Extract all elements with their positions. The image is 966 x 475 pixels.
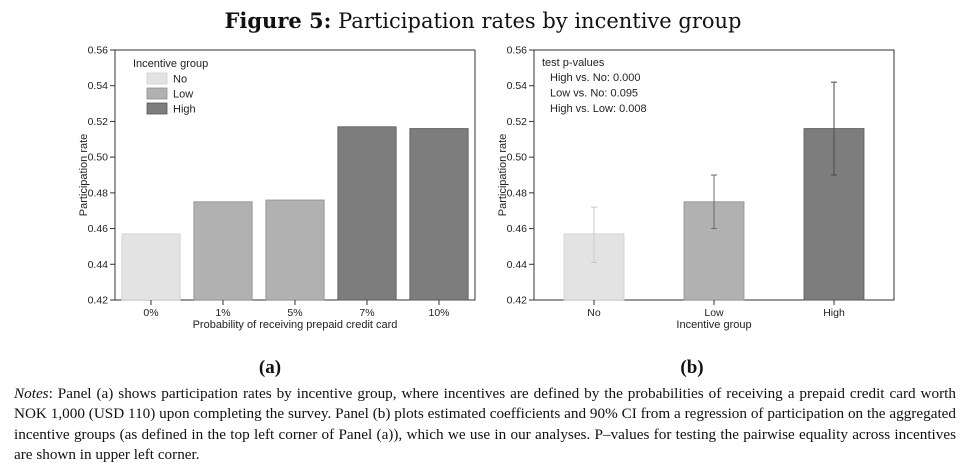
y-tick-label: 0.42 (88, 295, 109, 307)
x-axis-label: Incentive group (676, 319, 751, 331)
bar-1pct (193, 201, 253, 301)
panel-b-label: (b) (680, 357, 704, 378)
y-tick-label: 0.48 (88, 187, 109, 199)
annotation-pvalue-line: Low vs. No: 0.095 (550, 88, 638, 100)
y-tick-label: 0.56 (88, 45, 109, 57)
legend-box (126, 54, 236, 117)
chart-panel-b: 0.42 0.44 0.46 0.48 0.50 0.52 0.54 0.56 No Low Hig… (497, 45, 895, 331)
legend-label-low: Low (173, 89, 193, 101)
notes-label: Notes (14, 385, 49, 402)
figure-label: Figure 5: (224, 8, 332, 33)
figure-notes: Notes: Panel (a) shows participation rat… (14, 384, 956, 466)
chart-panel-a: 0.42 0.44 0.46 0.48 0.50 0.52 0.54 0.56 0% 1% 5% 7%… (78, 45, 476, 331)
y-tick-label: 0.52 (507, 116, 528, 128)
legend-title: Incentive group (133, 58, 208, 70)
figure-title-text: Participation rates by incentive group (338, 9, 742, 33)
y-tick-label: 0.50 (507, 152, 528, 164)
x-tick-label: No (587, 307, 601, 319)
panel-a-label: (a) (258, 357, 282, 378)
x-tick-label: Low (704, 307, 724, 319)
x-axis-label: Probability of receiving prepaid credit … (193, 319, 398, 331)
x-tick-label: 0% (143, 307, 158, 319)
legend-label-high: High (173, 104, 196, 116)
y-tick-label: 0.54 (88, 80, 109, 92)
y-axis-label: Participation rate (497, 134, 509, 217)
x-tick-label: 7% (359, 307, 374, 319)
bar-5pct (265, 199, 325, 301)
y-tick-label: 0.44 (507, 259, 528, 271)
x-tick-label: 1% (215, 307, 230, 319)
y-tick-label: 0.48 (507, 187, 528, 199)
y-tick-label: 0.56 (507, 45, 528, 57)
x-tick-label: 5% (287, 307, 302, 319)
bar-10pct (409, 128, 469, 301)
y-tick-label: 0.46 (88, 223, 109, 235)
notes-text: : Panel (a) shows participation rates by… (14, 385, 956, 464)
y-tick-label: 0.44 (88, 259, 109, 271)
x-tick-label: High (823, 307, 845, 319)
annotation-pvalue-line: High vs. No: 0.000 (550, 72, 641, 84)
annotation-title: test p-values (542, 57, 605, 69)
legend-swatch-low (146, 87, 168, 100)
x-tick-label: 10% (428, 307, 449, 319)
y-tick-label: 0.54 (507, 80, 528, 92)
bar-0pct (121, 233, 181, 301)
legend-label-no: No (173, 74, 187, 86)
annotation-pvalue-line: High vs. Low: 0.008 (550, 103, 647, 115)
y-tick-label: 0.52 (88, 116, 109, 128)
y-axis-label: Participation rate (78, 134, 90, 217)
y-tick-label: 0.46 (507, 223, 528, 235)
legend-swatch-no (146, 72, 168, 85)
y-tick-label: 0.50 (88, 152, 109, 164)
legend-swatch-high (146, 102, 168, 115)
y-tick-label: 0.42 (507, 295, 528, 307)
figure-title: Figure 5: Participation rates by incenti… (0, 8, 966, 33)
bar-7pct (337, 126, 397, 301)
